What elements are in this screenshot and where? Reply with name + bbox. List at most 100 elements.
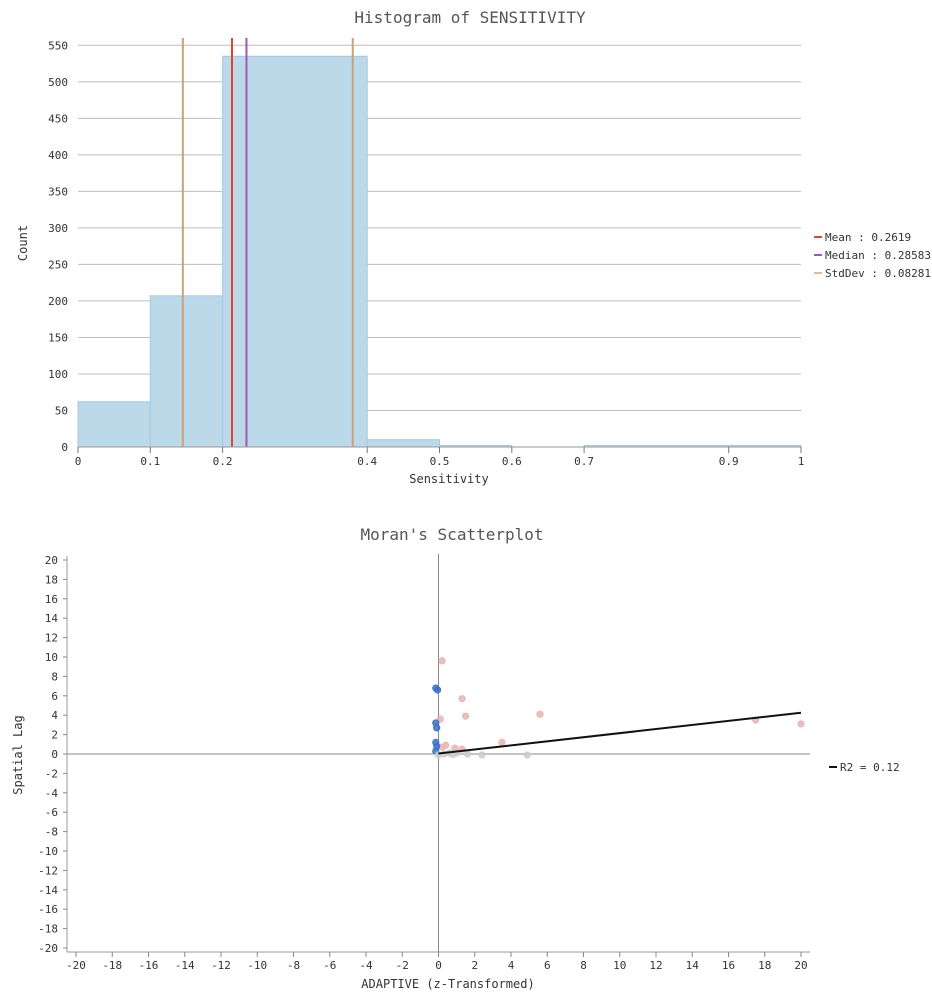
scatter-y-tick-label: 0 [51,748,58,761]
scatter-x-tick-label: -6 [323,959,336,972]
histogram-x-tick-label: 0.9 [719,455,739,468]
scatter-legend: R2 = 0.12 [829,761,900,774]
scatter-regression-line [438,711,802,755]
scatter-point [433,724,441,732]
histogram-x-label: Sensitivity [409,472,488,486]
scatter-point [478,751,486,759]
scatter-x-tick-label: 2 [471,959,478,972]
scatter-y-tick-label: -18 [38,923,58,936]
scatter-x-tick-label: -8 [287,959,300,972]
scatter-x-tick-label: -10 [247,959,267,972]
scatter-y-tick-label: -12 [38,864,58,877]
histogram-y-tick-label: 200 [48,295,68,308]
histogram-y-tick-label: 250 [48,258,68,271]
histogram-x-tick-label: 0 [75,455,82,468]
scatter-y-tick-label: -6 [45,806,58,819]
scatter-x-tick-label: 14 [686,959,700,972]
scatter-x-tick-label: 6 [544,959,551,972]
histogram-legend-label: StdDev : 0.08281 [825,267,931,280]
histogram-x-tick-label: 0.2 [213,455,233,468]
scatter-y-label: Spatial Lag [11,715,25,794]
scatter-y-tick-label: -14 [38,884,58,897]
histogram-legend-label: Median : 0.28583 [825,249,931,262]
histogram-y-tick-label: 500 [48,76,68,89]
scatter-y-axis: -20-18-16-14-12-10-8-6-4-202468101214161… [38,554,67,955]
histogram-bar [222,55,368,448]
scatter-y-tick-label: 12 [45,632,58,645]
scatter-x-tick-label: -2 [396,959,409,972]
scatter-point [523,751,531,759]
scatter-y-tick-label: 10 [45,651,58,664]
scatter-point [436,715,444,723]
histogram-x-tick-label: 1 [798,455,805,468]
scatter-x-axis: -20 -18 -16 -14 -12 -10 -8 -6 -4 -2 0 2 4 6 8 10 12 14 16 1… [66,952,808,972]
scatter-y-tick-label: -8 [45,826,58,839]
scatter-x-tick-label: 12 [649,959,662,972]
scatter-y-tick-label: 2 [51,729,58,742]
histogram-x-tick-label: 0.6 [502,455,522,468]
morans-scatterplot: Moran's Scatterplot -20-18-16-14-12-10-8… [11,525,900,991]
histogram-reference-lines [181,38,354,447]
scatter-x-tick-label: 0 [435,959,442,972]
scatter-x-label: ADAPTIVE (z-Transformed) [361,977,534,991]
histogram-y-tick-label: 400 [48,149,68,162]
histogram-y-tick-label: 0 [61,441,68,454]
histogram-x-tick-label: 0.5 [430,455,450,468]
scatter-y-tick-label: 20 [45,554,58,567]
histogram-x-axis: 0 0.1 0.2 0.4 0.5 0.6 0.7 0.9 1 [75,446,805,468]
scatter-y-tick-label: 14 [45,612,59,625]
scatter-x-tick-label: -18 [102,959,122,972]
scatter-y-tick-label: -2 [45,767,58,780]
scatter-x-tick-label: -12 [211,959,231,972]
histogram-y-tick-label: 550 [48,39,68,52]
histogram-y-tick-label: 150 [48,331,68,344]
scatter-x-tick-label: -20 [66,959,86,972]
scatter-point [458,695,466,703]
scatter-x-tick-label: -16 [139,959,159,972]
scatter-y-tick-label: -16 [38,903,58,916]
scatter-y-tick-label: -10 [38,845,58,858]
histogram-bar [149,295,224,448]
histogram-y-tick-label: 300 [48,222,68,235]
histogram-y-tick-label: 100 [48,368,68,381]
histogram-bars [77,55,802,448]
histogram-chart: Histogram of SENSITIVITY 0 50 100 150 200 250… [16,8,931,486]
histogram-y-tick-label: 350 [48,185,68,198]
histogram-y-tick-label: 50 [55,404,68,417]
scatter-x-tick-label: -4 [359,959,373,972]
scatter-x-tick-label: 10 [613,959,626,972]
scatter-y-tick-label: 8 [51,670,58,683]
scatter-point [433,686,442,694]
scatter-point [797,720,805,728]
scatter-x-tick-label: 8 [580,959,587,972]
scatter-x-tick-label: -14 [175,959,195,972]
histogram-x-tick-label: 0.1 [140,455,160,468]
histogram-x-tick-label: 0.7 [574,455,594,468]
scatter-y-tick-label: 16 [45,593,58,606]
scatter-y-tick-label: 4 [51,709,58,722]
scatter-x-tick-label: 20 [794,959,807,972]
scatter-title: Moran's Scatterplot [360,525,543,544]
histogram-y-tick-label: 450 [48,112,68,125]
scatter-y-tick-label: 6 [51,690,58,703]
scatter-point [438,657,446,665]
histogram-y-label: Count [16,225,30,261]
scatter-point [536,710,544,718]
scatter-point [462,712,470,720]
histogram-title: Histogram of SENSITIVITY [354,8,586,27]
histogram-y-axis: 0 50 100 150 200 250 300 350 400 450 500 550 [48,39,68,454]
scatter-y-tick-label: 18 [45,573,58,586]
scatter-x-tick-label: 18 [758,959,771,972]
scatter-y-tick-label: -20 [38,942,58,955]
histogram-x-tick-label: 0.4 [357,455,377,468]
scatter-regression [438,711,802,755]
histogram-bar [366,439,441,448]
histogram-bar [77,401,151,448]
scatter-x-tick-label: 16 [722,959,735,972]
scatter-y-tick-label: -4 [45,787,59,800]
histogram-legend: Mean : 0.2619 Median : 0.28583 StdDev : 0.… [814,231,931,280]
scatter-points [432,657,805,759]
scatter-point [498,738,506,746]
scatter-point [463,750,472,758]
scatter-x-tick-label: 4 [508,959,515,972]
